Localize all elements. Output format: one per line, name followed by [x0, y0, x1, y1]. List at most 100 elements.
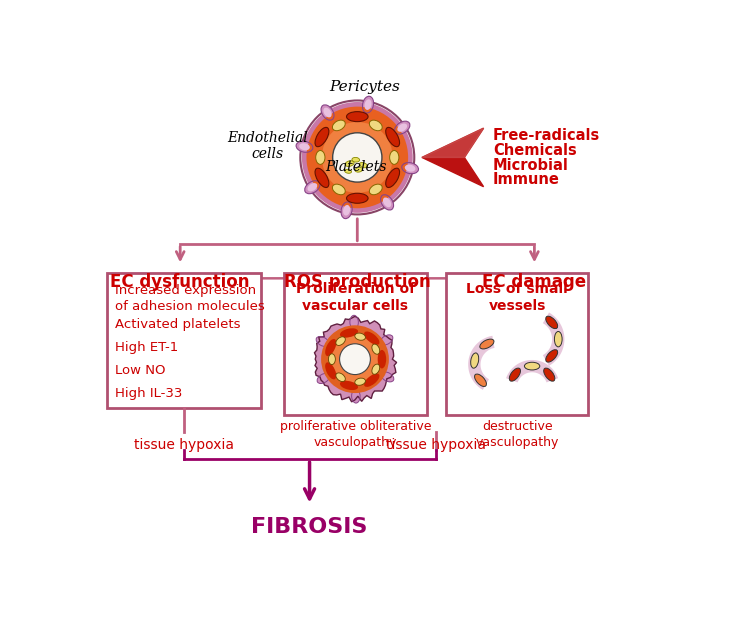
Ellipse shape: [350, 315, 358, 329]
Text: Low NO: Low NO: [115, 364, 166, 377]
Ellipse shape: [546, 316, 558, 329]
Ellipse shape: [364, 331, 380, 345]
Ellipse shape: [475, 374, 486, 386]
Ellipse shape: [381, 372, 394, 382]
Ellipse shape: [305, 181, 320, 194]
Polygon shape: [506, 360, 558, 383]
Ellipse shape: [389, 150, 399, 165]
Ellipse shape: [325, 362, 336, 379]
Ellipse shape: [377, 350, 386, 368]
Ellipse shape: [524, 362, 540, 370]
Ellipse shape: [480, 339, 494, 349]
Ellipse shape: [333, 120, 345, 131]
Ellipse shape: [328, 354, 336, 365]
Ellipse shape: [352, 157, 360, 162]
Ellipse shape: [544, 368, 555, 381]
Text: destructive
vasculopathy: destructive vasculopathy: [476, 420, 559, 449]
Text: EC damage: EC damage: [482, 273, 586, 291]
Ellipse shape: [347, 111, 368, 122]
Ellipse shape: [401, 163, 419, 174]
Ellipse shape: [333, 184, 345, 195]
Polygon shape: [543, 313, 565, 366]
Text: Microbial: Microbial: [493, 158, 568, 173]
Text: Activated platelets: Activated platelets: [115, 318, 240, 331]
Ellipse shape: [345, 161, 354, 167]
Ellipse shape: [341, 202, 352, 219]
Ellipse shape: [316, 337, 329, 347]
Ellipse shape: [347, 193, 368, 203]
Ellipse shape: [345, 170, 351, 173]
Ellipse shape: [363, 96, 374, 113]
Ellipse shape: [372, 364, 380, 374]
Polygon shape: [422, 128, 484, 157]
Ellipse shape: [372, 344, 380, 354]
Ellipse shape: [355, 333, 366, 340]
Text: Proliferation of
vascular cells: Proliferation of vascular cells: [296, 282, 415, 313]
Circle shape: [322, 122, 392, 193]
Polygon shape: [315, 316, 397, 402]
Ellipse shape: [308, 183, 318, 191]
Circle shape: [321, 326, 389, 393]
Ellipse shape: [315, 168, 329, 188]
Text: Platelets: Platelets: [325, 160, 386, 174]
Ellipse shape: [321, 105, 334, 120]
Ellipse shape: [386, 168, 399, 188]
Text: Increased expression
of adhesion molecules: Increased expression of adhesion molecul…: [115, 284, 264, 313]
Text: Immune: Immune: [493, 172, 560, 188]
Text: FIBROSIS: FIBROSIS: [252, 517, 368, 537]
Text: ROS production: ROS production: [284, 273, 431, 291]
Circle shape: [339, 344, 371, 374]
Ellipse shape: [369, 184, 382, 195]
Text: Free-radicals: Free-radicals: [493, 128, 600, 144]
Ellipse shape: [340, 381, 358, 390]
Ellipse shape: [316, 150, 325, 165]
Ellipse shape: [470, 353, 479, 368]
Ellipse shape: [296, 141, 313, 152]
Text: Loss of small
vessels: Loss of small vessels: [466, 282, 568, 313]
Ellipse shape: [365, 99, 372, 110]
Text: tissue hypoxia: tissue hypoxia: [386, 438, 486, 452]
Ellipse shape: [554, 331, 562, 347]
Polygon shape: [422, 128, 484, 187]
Ellipse shape: [317, 373, 330, 384]
Ellipse shape: [395, 121, 410, 134]
Text: EC dysfunction: EC dysfunction: [110, 273, 250, 291]
Polygon shape: [468, 335, 494, 390]
Ellipse shape: [383, 197, 391, 207]
Ellipse shape: [509, 368, 521, 381]
Text: tissue hypoxia: tissue hypoxia: [134, 438, 234, 452]
Ellipse shape: [386, 128, 399, 147]
Ellipse shape: [546, 350, 558, 362]
Ellipse shape: [369, 120, 382, 131]
Circle shape: [306, 106, 408, 208]
Ellipse shape: [380, 195, 393, 210]
Ellipse shape: [299, 143, 310, 150]
FancyBboxPatch shape: [107, 273, 261, 408]
Ellipse shape: [351, 389, 360, 403]
Ellipse shape: [404, 165, 416, 171]
Ellipse shape: [355, 167, 363, 172]
Text: Pericytes: Pericytes: [330, 80, 401, 94]
Ellipse shape: [340, 328, 358, 337]
Ellipse shape: [336, 337, 345, 345]
Ellipse shape: [315, 128, 329, 147]
Ellipse shape: [360, 163, 368, 168]
Ellipse shape: [324, 108, 332, 118]
Ellipse shape: [336, 373, 345, 381]
Ellipse shape: [325, 339, 336, 356]
Text: Endothelial
cells: Endothelial cells: [227, 131, 308, 161]
FancyBboxPatch shape: [284, 273, 427, 415]
Ellipse shape: [355, 378, 366, 385]
Text: proliferative obliterative
vasculopathy: proliferative obliterative vasculopathy: [279, 420, 431, 449]
Circle shape: [332, 336, 378, 383]
Text: High IL-33: High IL-33: [115, 387, 182, 400]
Text: High ET-1: High ET-1: [115, 340, 178, 353]
Circle shape: [333, 133, 382, 182]
Ellipse shape: [380, 335, 393, 345]
Ellipse shape: [343, 205, 350, 215]
FancyBboxPatch shape: [446, 273, 588, 415]
Ellipse shape: [397, 124, 407, 132]
Text: Chemicals: Chemicals: [493, 143, 577, 158]
Ellipse shape: [364, 374, 380, 387]
Circle shape: [302, 102, 413, 213]
